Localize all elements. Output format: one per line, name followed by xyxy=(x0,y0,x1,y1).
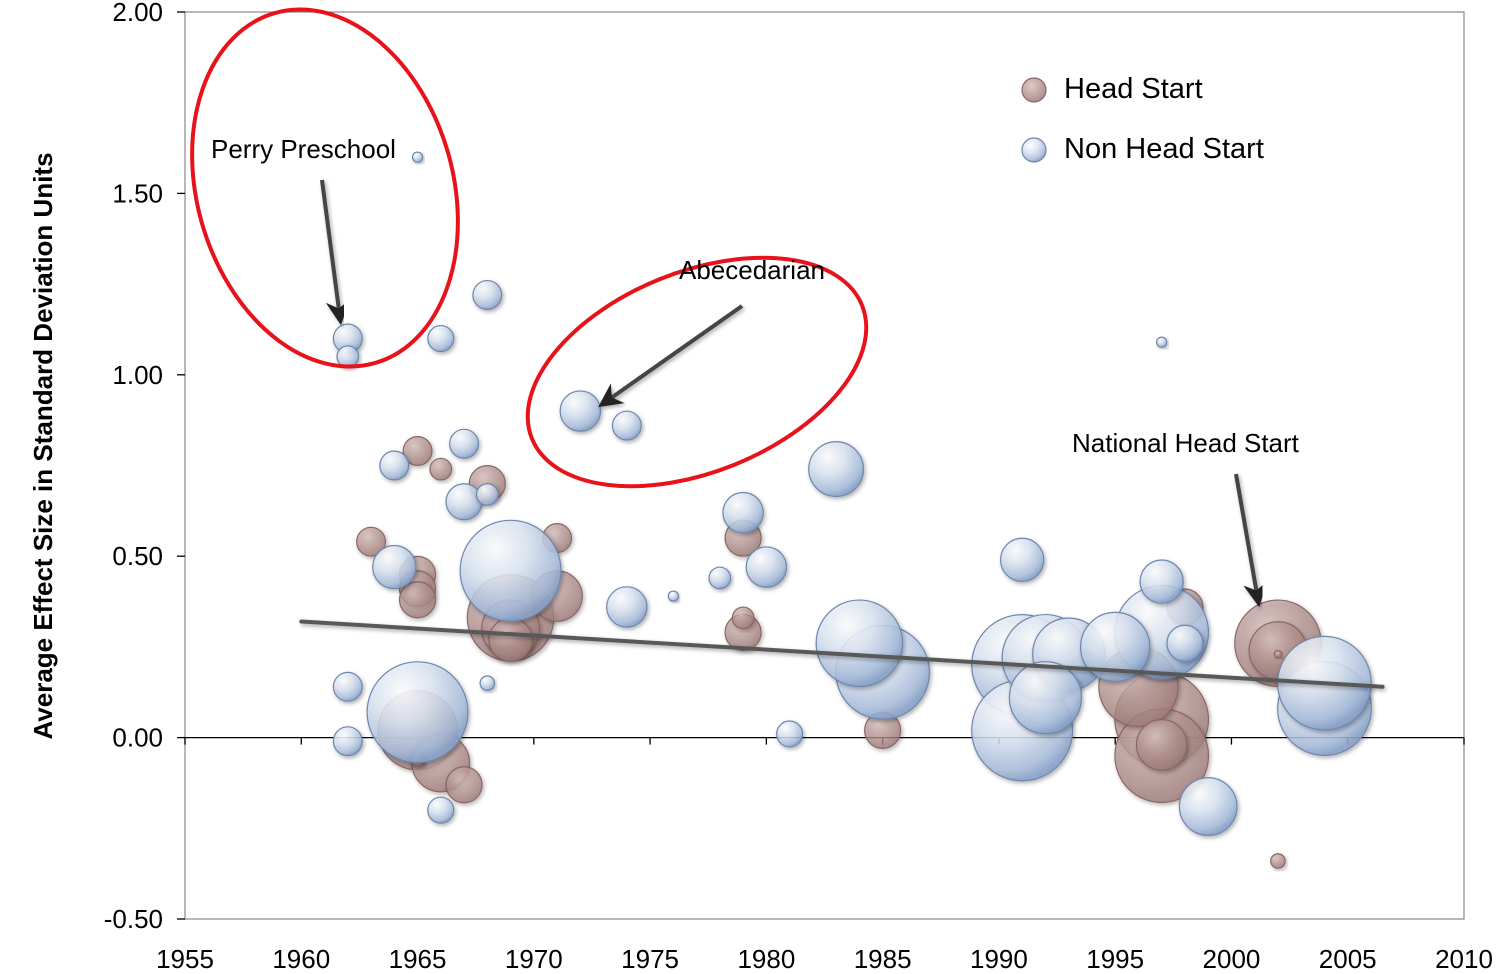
non-head-start-bubble xyxy=(815,599,904,688)
non-head-start-bubble xyxy=(559,390,602,432)
y-tick-label: 1.50 xyxy=(112,178,163,208)
abecedarian-highlight-ellipse xyxy=(525,255,869,489)
non-head-start-bubble xyxy=(366,661,469,764)
national-head-start-label: National Head Start xyxy=(1072,428,1300,458)
non-head-start-bubble xyxy=(606,586,648,628)
non-head-start-bubble xyxy=(776,720,804,748)
x-tick-label: 1975 xyxy=(621,944,679,974)
non-head-start-bubble xyxy=(411,151,424,163)
y-tick-label: 2.00 xyxy=(112,0,163,27)
x-tick-label: 1985 xyxy=(854,944,912,974)
non-head-start-bubble xyxy=(1008,661,1083,735)
perry-highlight-ellipse xyxy=(190,7,460,369)
perry-arrow xyxy=(320,179,350,326)
non-head-start-bubble xyxy=(745,546,788,588)
head-start-bubble xyxy=(402,435,433,466)
non-head-start-bubble xyxy=(1139,559,1184,604)
y-tick-label: 0.00 xyxy=(112,723,163,753)
head-start-bubble xyxy=(429,457,453,481)
x-tick-label: 2010 xyxy=(1435,944,1493,974)
x-tick-label: 1960 xyxy=(272,944,330,974)
x-tick-label: 2005 xyxy=(1319,944,1377,974)
national-head-start-arrow xyxy=(1234,473,1267,608)
non-head-start-bubble xyxy=(1178,777,1238,836)
head-start-bubble xyxy=(1273,649,1283,659)
non-head-start-bubble xyxy=(708,566,732,590)
y-axis-title: Average Effect Size in Standard Deviatio… xyxy=(28,152,58,739)
head-start-bubble xyxy=(488,617,533,662)
x-tick-label: 1995 xyxy=(1086,944,1144,974)
abecedarian-label: Abecedarian xyxy=(679,255,825,285)
y-axis-ticks: -0.50 0.00 0.50 1.00 1.50 2.00 xyxy=(104,0,185,934)
x-axis-ticks: 1955 1960 1965 1970 1975 1980 1985 1990 1995 2000… xyxy=(156,737,1493,974)
legend-non-head-start-label: Non Head Start xyxy=(1064,133,1264,165)
legend-head-start-marker xyxy=(1021,77,1047,103)
non-head-start-bubble xyxy=(427,796,455,824)
non-head-start-bubble xyxy=(1080,611,1151,683)
non-head-start-bubble xyxy=(449,428,480,459)
y-tick-label: -0.50 xyxy=(104,904,163,934)
non-head-start-bubble xyxy=(808,441,865,498)
legend: Head Start Non Head Start xyxy=(1021,73,1264,165)
head-start-bubble xyxy=(445,766,483,804)
non-head-start-bubble xyxy=(1156,336,1168,348)
x-tick-label: 1970 xyxy=(505,944,563,974)
non-head-start-bubble xyxy=(1166,624,1204,662)
non-head-start-bubble xyxy=(332,671,363,702)
non-head-start-bubble xyxy=(722,491,764,534)
non-head-start-bubble xyxy=(999,537,1045,583)
non-head-start-bubble xyxy=(372,544,417,590)
non-head-start-bubble xyxy=(459,519,562,622)
non-head-start-bubble xyxy=(667,590,679,602)
non-head-start-bubble xyxy=(445,483,483,521)
head-start-bubble xyxy=(1135,719,1188,771)
legend-head-start-label: Head Start xyxy=(1064,73,1203,105)
x-tick-label: 1965 xyxy=(389,944,447,974)
head-start-bubble xyxy=(398,581,437,619)
non-head-start-bubble xyxy=(479,675,496,691)
x-tick-label: 2000 xyxy=(1203,944,1261,974)
non-head-start-bubble xyxy=(379,450,410,481)
x-tick-label: 1980 xyxy=(737,944,795,974)
trend-line xyxy=(299,619,1385,689)
abecedarian-arrow xyxy=(598,304,744,408)
legend-non-head-start-marker xyxy=(1021,137,1047,163)
head-start-bubble xyxy=(356,526,387,557)
head-start-bubble xyxy=(731,606,755,630)
non-head-start-bubble xyxy=(472,279,503,310)
non-head-start-bubble xyxy=(332,726,363,757)
x-tick-label: 1955 xyxy=(156,944,214,974)
head-start-bubble xyxy=(1270,853,1286,869)
y-tick-label: 0.50 xyxy=(112,541,163,571)
perry-preschool-label: Perry Preschool xyxy=(211,134,396,164)
y-tick-label: 1.00 xyxy=(112,360,163,390)
non-head-start-bubble xyxy=(611,410,642,441)
non-head-start-bubble xyxy=(427,324,455,353)
x-tick-label: 1990 xyxy=(970,944,1028,974)
non-head-start-bubble xyxy=(475,483,499,506)
